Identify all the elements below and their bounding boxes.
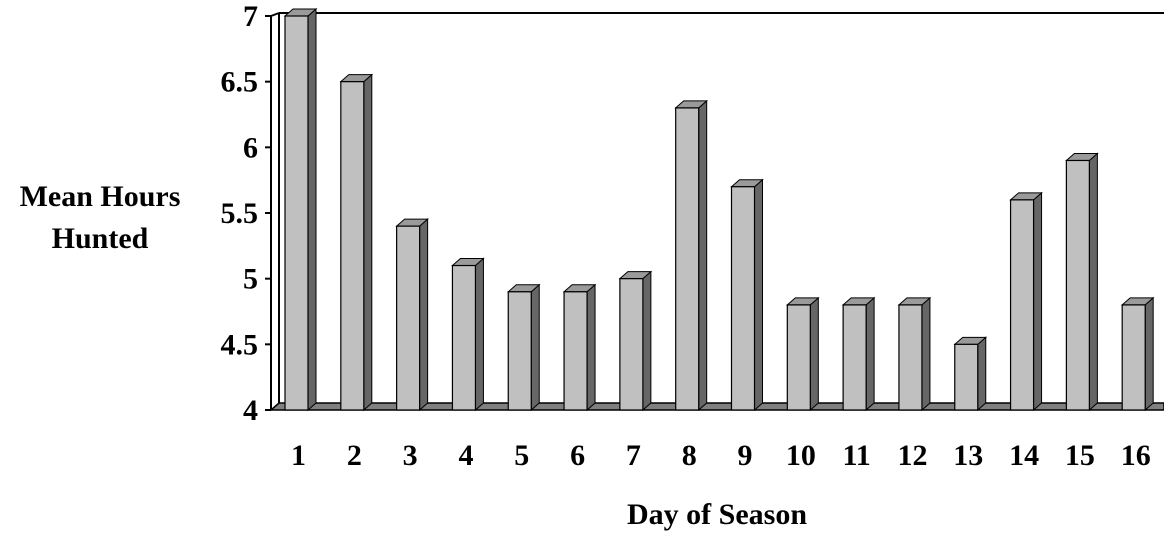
x-tick-label: 6 xyxy=(570,439,585,472)
x-tick-label: 12 xyxy=(897,439,927,472)
bar xyxy=(730,178,764,412)
x-tick-label: 16 xyxy=(1121,439,1151,472)
y-axis-label-line-1: Mean Hours xyxy=(20,180,181,213)
bar-side xyxy=(809,296,819,412)
bar xyxy=(1120,296,1155,412)
bar-front xyxy=(1009,199,1035,411)
y-axis-label-line-2: Hunted xyxy=(52,222,149,255)
bar-side xyxy=(1033,191,1043,412)
bar-side xyxy=(586,283,596,412)
bar-front xyxy=(507,291,532,411)
x-axis-label: Day of Season xyxy=(627,498,807,531)
x-tick-label: 1 xyxy=(291,439,306,472)
bar-side xyxy=(642,270,652,412)
bar-front xyxy=(563,291,588,411)
x-tick-label: 5 xyxy=(514,439,529,472)
axis-corner-line xyxy=(270,12,280,17)
bar-side xyxy=(530,283,540,412)
x-tick-label: 9 xyxy=(738,439,753,472)
y-tick-label: 4.5 xyxy=(221,328,259,361)
bar-front xyxy=(1121,304,1146,411)
x-tick-label: 13 xyxy=(953,439,983,472)
bar xyxy=(451,257,485,412)
x-tick-label: 10 xyxy=(786,439,816,472)
x-tick-label: 7 xyxy=(626,439,641,472)
bar-front xyxy=(786,304,811,411)
bar xyxy=(897,296,932,412)
bars-layer xyxy=(283,7,1155,412)
y-tick-label: 7 xyxy=(243,0,258,33)
bar-front xyxy=(396,225,421,411)
bar-front xyxy=(898,304,923,411)
bar xyxy=(841,296,876,412)
bar xyxy=(283,7,318,412)
bar-side xyxy=(977,336,987,412)
x-tick-label: 15 xyxy=(1065,439,1095,472)
bar xyxy=(339,73,374,412)
y-tick-labels: 4 4.5 5 5.5 6 6.5 7 xyxy=(221,0,259,427)
bar-front xyxy=(451,264,477,411)
bar xyxy=(618,270,653,412)
bar-side xyxy=(474,257,484,412)
y-tick-label: 5 xyxy=(243,263,258,296)
bar-side xyxy=(698,99,708,412)
bar-side xyxy=(865,296,875,412)
bar-front xyxy=(730,186,756,411)
bar-front xyxy=(340,81,365,411)
bar-front xyxy=(1065,159,1090,411)
bar-front xyxy=(675,107,700,411)
bar-side xyxy=(307,7,317,412)
x-tick-label: 4 xyxy=(458,439,473,472)
x-tick-label: 8 xyxy=(682,439,697,472)
y-tick-label: 6.5 xyxy=(221,66,259,99)
x-tick-label: 2 xyxy=(347,439,362,472)
y-tick-label: 6 xyxy=(243,131,258,164)
bar-front xyxy=(954,343,979,411)
x-tick-label: 14 xyxy=(1009,439,1039,472)
x-tick-labels: 1 2 3 4 5 6 7 8 9 10 11 12 13 14 15 16 xyxy=(291,439,1151,472)
bar xyxy=(1009,191,1043,412)
bar-side xyxy=(419,218,429,412)
bar xyxy=(953,336,988,412)
bar xyxy=(506,283,541,412)
bar xyxy=(674,99,709,412)
bar-front xyxy=(619,278,644,411)
bar-front xyxy=(284,15,309,411)
x-tick-label: 11 xyxy=(842,439,870,472)
bar-front xyxy=(842,304,867,411)
bar-side xyxy=(754,178,763,412)
bar-side xyxy=(1144,296,1154,412)
y-tick-label: 5.5 xyxy=(221,197,259,230)
bar xyxy=(562,283,597,412)
bar xyxy=(1065,152,1099,412)
bar xyxy=(785,296,820,412)
bar-side xyxy=(363,73,373,412)
bar xyxy=(395,218,429,412)
y-tick-label: 4 xyxy=(243,394,258,427)
bar-side xyxy=(1088,152,1098,412)
x-tick-label: 3 xyxy=(403,439,418,472)
bar-side xyxy=(921,296,931,412)
